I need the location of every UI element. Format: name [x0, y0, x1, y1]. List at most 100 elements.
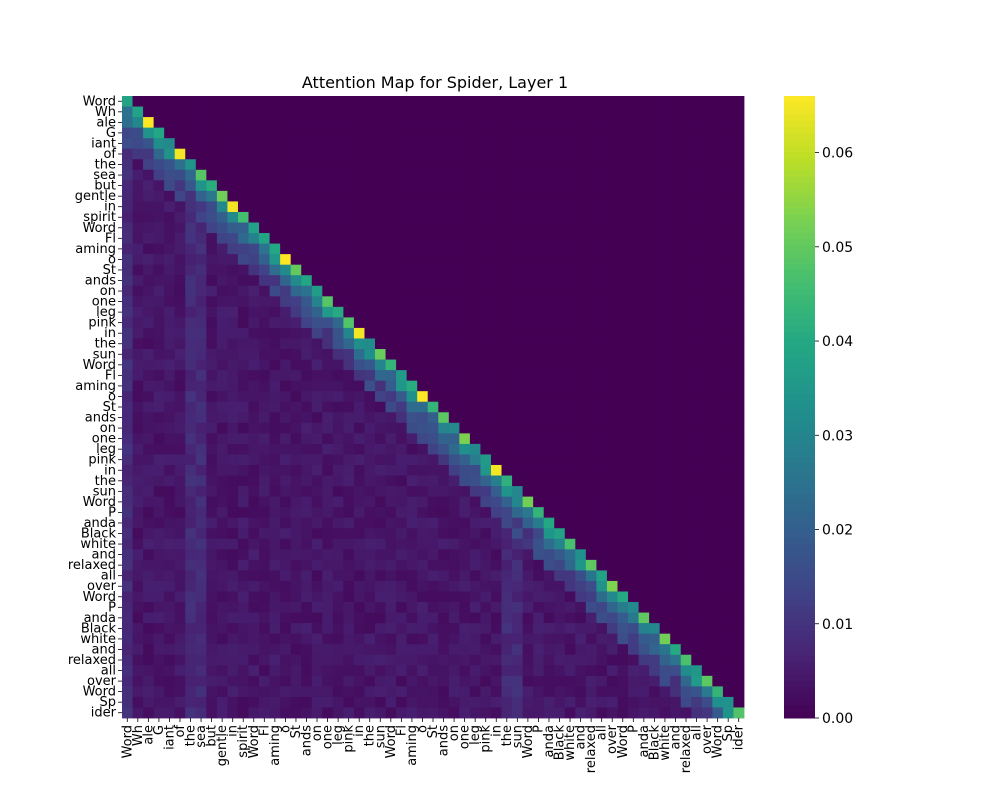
heatmap-cell	[164, 486, 176, 498]
heatmap-cell	[259, 696, 270, 708]
heatmap-cell	[132, 349, 144, 360]
heatmap-cell	[459, 665, 471, 677]
heatmap-cell	[459, 264, 471, 276]
heatmap-cell	[332, 633, 344, 645]
heatmap-cell	[649, 138, 661, 150]
heatmap-cell	[670, 612, 682, 624]
colorbar-segment	[784, 699, 815, 707]
heatmap-cell	[522, 464, 534, 476]
heatmap-cell	[269, 327, 281, 339]
heatmap-cell	[427, 359, 439, 371]
heatmap-cell	[712, 370, 724, 382]
heatmap-cell	[396, 633, 408, 645]
heatmap-cell	[501, 306, 513, 318]
heatmap-cell	[143, 443, 155, 455]
heatmap-cell	[132, 475, 144, 487]
colorbar-segment	[784, 114, 815, 122]
heatmap-cell	[174, 443, 186, 455]
heatmap-cell	[122, 317, 133, 329]
heatmap-cell	[691, 296, 703, 308]
heatmap-cell	[417, 233, 429, 244]
heatmap-cell	[259, 285, 270, 297]
colorbar-tick-label: 0.04	[822, 334, 853, 350]
heatmap-cell	[459, 612, 471, 624]
heatmap-cell	[438, 623, 450, 635]
heatmap-cell	[670, 106, 682, 118]
heatmap-cell	[332, 665, 344, 677]
heatmap-cell	[216, 169, 228, 181]
heatmap-cell	[301, 285, 313, 297]
heatmap-cell	[248, 96, 260, 107]
heatmap-cell	[533, 538, 545, 550]
heatmap-cell	[385, 517, 397, 529]
heatmap-cell	[216, 591, 228, 603]
heatmap-cell	[543, 349, 555, 360]
heatmap-cell	[174, 412, 186, 424]
heatmap-cell	[259, 549, 270, 561]
heatmap-cell	[469, 233, 481, 244]
heatmap-cell	[628, 117, 639, 129]
heatmap-cell	[701, 254, 713, 266]
heatmap-cell	[448, 538, 460, 550]
heatmap-cell	[122, 412, 133, 424]
heatmap-cell	[606, 591, 618, 603]
heatmap-cell	[332, 623, 344, 635]
heatmap-cell	[480, 454, 492, 466]
heatmap-cell	[364, 412, 376, 424]
heatmap-cell	[396, 148, 408, 160]
heatmap-cell	[396, 243, 408, 255]
heatmap-cell	[691, 254, 703, 266]
heatmap-cell	[343, 412, 355, 424]
heatmap-cell	[427, 549, 439, 561]
heatmap-cell	[543, 412, 555, 424]
heatmap-cell	[216, 180, 228, 192]
heatmap-cell	[469, 686, 481, 698]
heatmap-cell	[543, 443, 555, 455]
y-tick-label: P	[108, 600, 116, 615]
heatmap-cell	[153, 475, 165, 487]
heatmap-cell	[353, 159, 365, 171]
heatmap-cell	[353, 433, 365, 445]
heatmap-cell	[543, 591, 555, 603]
heatmap-cell	[248, 233, 260, 244]
heatmap-cell	[733, 211, 745, 223]
heatmap-cell	[722, 306, 734, 318]
heatmap-cell	[216, 486, 228, 498]
heatmap-cell	[533, 496, 545, 508]
heatmap-cell	[280, 138, 292, 150]
heatmap-cell	[237, 654, 249, 666]
heatmap-cell	[311, 633, 323, 645]
heatmap-cell	[122, 486, 133, 498]
heatmap-cell	[385, 190, 397, 202]
heatmap-cell	[512, 275, 524, 287]
heatmap-cell	[701, 422, 713, 434]
heatmap-cell	[227, 359, 239, 371]
heatmap-cell	[164, 317, 176, 329]
heatmap-cell	[269, 675, 281, 687]
x-tick-label: all	[595, 725, 610, 740]
heatmap-cell	[269, 623, 281, 635]
heatmap-cell	[164, 306, 176, 318]
heatmap-cell	[438, 306, 450, 318]
heatmap-cell	[353, 138, 365, 150]
heatmap-cell	[701, 464, 713, 476]
heatmap-cell	[353, 127, 365, 139]
heatmap-cell	[164, 623, 176, 635]
heatmap-cell	[301, 317, 313, 329]
heatmap-cell	[195, 654, 207, 666]
colorbar-segment	[784, 319, 815, 327]
heatmap-cell	[417, 528, 429, 540]
heatmap-cell	[290, 296, 302, 308]
heatmap-cell	[311, 148, 323, 160]
heatmap-cell	[543, 675, 555, 687]
heatmap-cell	[237, 285, 249, 297]
heatmap-cell	[290, 686, 302, 698]
heatmap-cell	[237, 106, 249, 118]
heatmap-cell	[396, 464, 408, 476]
heatmap-cell	[575, 612, 587, 624]
heatmap-cell	[659, 422, 671, 434]
heatmap-cell	[438, 222, 450, 234]
heatmap-cell	[606, 686, 618, 698]
heatmap-cell	[480, 707, 492, 719]
heatmap-cell	[396, 559, 408, 571]
